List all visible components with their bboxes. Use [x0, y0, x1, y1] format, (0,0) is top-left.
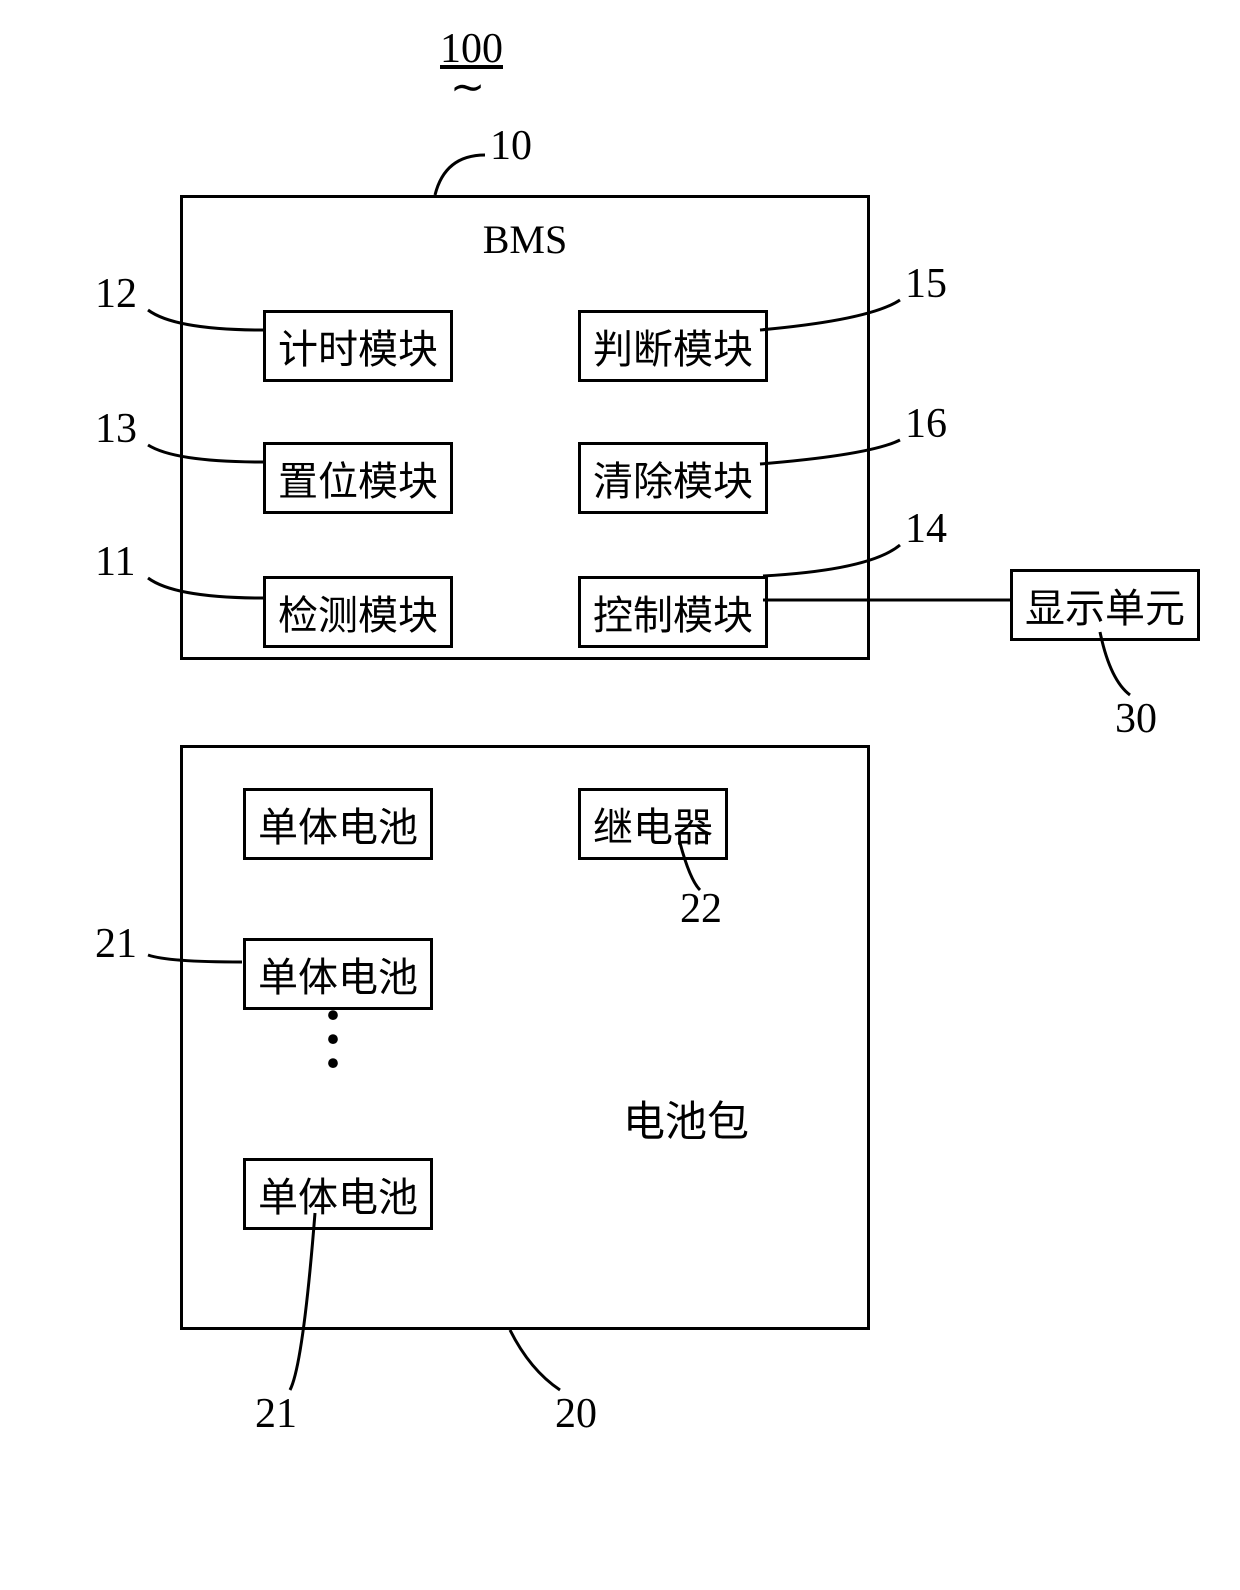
cell-box: 单体电池 [243, 1158, 433, 1230]
display-unit: 显示单元 [1010, 569, 1200, 641]
ref-15: 15 [905, 260, 947, 308]
ref-21b: 21 [255, 1390, 297, 1438]
system-ref-tilde: ∼ [450, 62, 485, 112]
bms-container: BMS 计时模块 判断模块 置位模块 清除模块 检测模块 控制模块 [180, 195, 870, 660]
ref-12: 12 [95, 270, 137, 318]
vertical-dots: ··· [323, 1003, 343, 1075]
pack-container: 单体电池 单体电池 ··· 单体电池 继电器 电池包 [180, 745, 870, 1330]
ref-30: 30 [1115, 695, 1157, 743]
ref-20: 20 [555, 1390, 597, 1438]
ref-10: 10 [490, 122, 532, 170]
cell-box: 单体电池 [243, 788, 433, 860]
ref-21a: 21 [95, 920, 137, 968]
judge-module: 判断模块 [578, 310, 768, 382]
ref-22: 22 [680, 885, 722, 933]
timer-module: 计时模块 [263, 310, 453, 382]
control-module: 控制模块 [578, 576, 768, 648]
ref-14: 14 [905, 505, 947, 553]
bms-title: BMS [483, 216, 568, 263]
ref-11: 11 [95, 538, 135, 586]
relay-box: 继电器 [578, 788, 728, 860]
set-module: 置位模块 [263, 442, 453, 514]
detect-module: 检测模块 [263, 576, 453, 648]
ref-13: 13 [95, 405, 137, 453]
pack-title: 电池包 [623, 1088, 749, 1149]
clear-module: 清除模块 [578, 442, 768, 514]
ref-16: 16 [905, 400, 947, 448]
